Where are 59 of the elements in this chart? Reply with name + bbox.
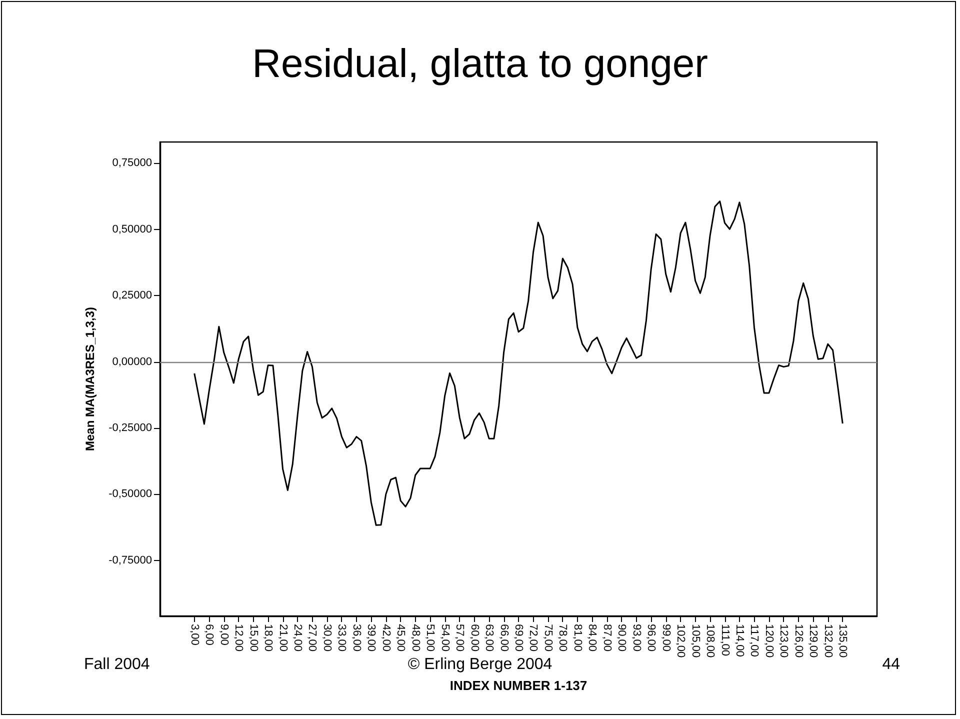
y-tick-label: 0,00000 <box>112 356 152 368</box>
x-tick-label: 42,00 <box>380 624 392 652</box>
x-tick-label: 39,00 <box>365 624 378 652</box>
x-axis-title: INDEX NUMBER 1-137 <box>450 678 588 693</box>
line-series <box>194 200 844 526</box>
x-tick-label: 36,00 <box>350 624 362 652</box>
x-tick-label: 114,00 <box>733 624 746 657</box>
x-tick-label: 126,00 <box>792 624 804 658</box>
x-tick-label: 84,00 <box>586 624 598 652</box>
x-tick-label: 108,00 <box>704 624 716 658</box>
x-tick-label: 33,00 <box>336 624 348 652</box>
text: Fall 2004 <box>84 656 150 674</box>
x-tick-label: 81,00 <box>571 624 584 652</box>
x-tick-label: 3,00 <box>188 624 200 646</box>
x-tick-label: 27,00 <box>306 624 318 652</box>
x-tick-label: 24,00 <box>292 624 304 652</box>
x-tick-label: 63,00 <box>483 624 496 652</box>
y-tick-label: -0,75000 <box>108 554 152 566</box>
x-tick-label: 15,00 <box>247 624 260 652</box>
y-axis-title: Mean MA(MA3RES_1,3,3) <box>83 306 97 452</box>
x-tick-label: 60,00 <box>468 624 480 652</box>
y-tick-label: -0,50000 <box>108 488 152 500</box>
x-tick-label: 102,00 <box>674 624 687 658</box>
x-tick-label: 111,00 <box>718 624 731 656</box>
x-tick-label: 90,00 <box>616 624 628 652</box>
x-tick-label: 123,00 <box>778 624 790 658</box>
x-tick-label: 21,00 <box>276 624 289 652</box>
x-tick-label: 45,00 <box>394 624 407 652</box>
x-tick-label: 135,00 <box>836 624 849 658</box>
x-tick-label: 57,00 <box>454 624 466 652</box>
chart-title: Residual, glatta to gonger <box>251 42 709 87</box>
x-tick-label: 30,00 <box>320 624 333 652</box>
x-tick-label: 54,00 <box>438 624 451 652</box>
y-tick-label: 0,25000 <box>112 290 152 302</box>
x-tick-label: 87,00 <box>600 624 613 652</box>
x-tick-label: 96,00 <box>645 624 658 652</box>
y-tick-label: 0,75000 <box>112 157 152 170</box>
x-tick-label: 66,00 <box>498 624 510 652</box>
x-tick-label: 93,00 <box>630 624 642 652</box>
y-tick-label: -0,25000 <box>108 422 152 434</box>
text: 44 <box>882 656 900 674</box>
x-tick-label: 48,00 <box>409 624 422 652</box>
x-tick-label: 51,00 <box>424 624 436 652</box>
x-tick-label: 72,00 <box>527 624 540 652</box>
x-tick-label: 75,00 <box>542 624 554 652</box>
x-tick-label: 129,00 <box>807 624 820 658</box>
x-tick-label: 120,00 <box>762 624 775 658</box>
x-tick-label: 132,00 <box>822 624 834 658</box>
x-tick-label: 105,00 <box>689 624 702 658</box>
x-tick-label: 12,00 <box>232 624 245 652</box>
x-tick-label: 6,00 <box>203 624 216 646</box>
x-tick-label: 69,00 <box>512 624 524 652</box>
x-tick-label: 78,00 <box>556 624 569 652</box>
x-tick-label: 18,00 <box>262 624 274 652</box>
x-tick-label: 99,00 <box>660 624 672 652</box>
x-tick-label: 117,00 <box>748 624 760 657</box>
x-tick-label: 9,00 <box>218 624 230 646</box>
y-tick-label: 0,50000 <box>112 223 152 236</box>
text: © Erling Berge 2004 <box>408 656 552 674</box>
